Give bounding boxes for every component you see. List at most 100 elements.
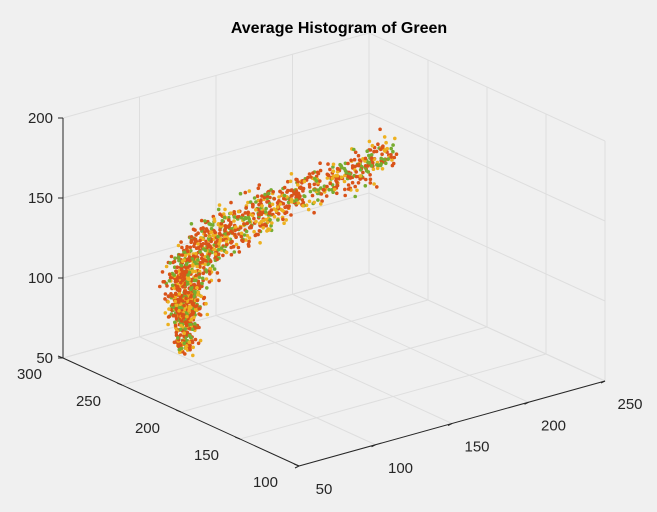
data-point [198,264,202,269]
data-point [338,162,342,167]
data-point [229,252,234,257]
data-point [215,257,219,262]
data-point [184,320,188,324]
data-point [219,246,224,250]
data-point [207,222,211,226]
data-point [243,211,248,215]
data-point [203,230,207,234]
data-point [339,175,344,180]
data-point [335,173,340,178]
data-point [173,299,178,304]
data-point [238,191,243,196]
data-point [176,288,181,293]
data-point [162,280,167,284]
data-point [215,271,220,275]
data-point [185,282,190,286]
data-point [269,224,273,228]
grid-lines [62,32,606,467]
data-point [212,267,217,271]
data-point [167,279,172,283]
data-point [197,312,201,316]
data-point [309,175,313,179]
data-point [344,171,349,175]
data-point [304,203,309,207]
data-point [223,224,228,228]
data-point [342,179,347,184]
data-point [352,147,356,152]
data-point [354,174,359,179]
data-point [175,276,180,280]
data-point [312,188,317,192]
data-point [271,190,276,194]
data-point [289,200,294,204]
data-point [386,157,391,161]
data-point [343,161,348,166]
data-point [177,350,182,355]
data-point [232,215,237,219]
data-point [167,272,172,277]
data-point [382,135,387,139]
data-point [320,199,324,203]
data-point [288,179,293,184]
x-tick-mark [371,444,376,448]
y-tick-label: 300 [17,366,42,383]
data-point [343,187,347,192]
data-point [254,219,258,224]
y-tick-mark [234,436,241,440]
data-point [166,315,171,319]
data-point [205,286,209,290]
data-point [289,194,294,198]
data-point [203,233,208,238]
data-point [295,193,299,198]
data-point [189,238,194,243]
data-point [210,264,215,268]
data-point [186,273,190,277]
data-point [175,279,179,283]
data-point [281,201,286,206]
data-point [356,162,361,167]
data-point [246,200,250,205]
x-tick-mark [600,380,606,384]
data-point [318,179,322,183]
data-point [196,258,200,262]
data-point [372,182,376,186]
x-tick-mark [294,465,300,469]
data-point [302,194,306,198]
data-point [203,262,207,267]
data-point [307,172,312,176]
data-point [203,219,207,223]
data-point [216,252,221,256]
data-point [195,298,200,303]
data-point [217,203,222,207]
data-point [191,353,195,358]
data-point [189,295,193,299]
data-point [198,238,202,243]
data-point [259,219,264,224]
data-point [290,188,294,192]
data-point [192,278,197,283]
data-point [177,300,181,304]
data-point [165,284,169,288]
data-point [310,193,315,198]
data-point [327,187,332,192]
data-point [356,181,361,185]
data-point [173,323,178,328]
data-point [298,194,302,198]
data-point [193,269,198,274]
data-point [189,235,194,239]
data-point [391,149,395,154]
data-point [182,303,186,308]
data-point [282,185,287,190]
data-point [251,203,255,207]
data-point [384,140,388,145]
data-point [218,228,222,232]
axis-lines [57,117,606,469]
x-tick-label: 150 [464,439,489,456]
x-tick-mark [524,401,529,405]
data-point [230,231,235,235]
data-point [239,234,244,239]
data-point [177,258,181,263]
data-point [184,346,188,351]
